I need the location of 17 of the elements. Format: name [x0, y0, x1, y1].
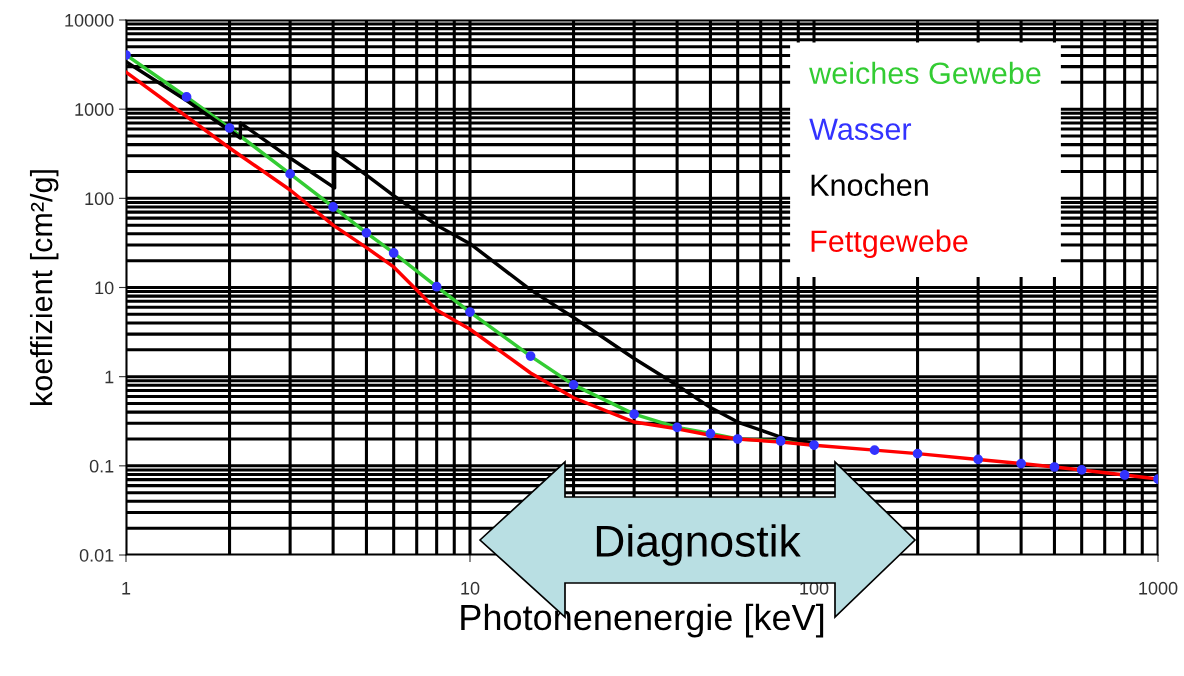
- text: Fettgewebe: [811, 229, 968, 259]
- y-tick-label: 1: [105, 370, 114, 384]
- y-tick-label: 1000: [75, 103, 114, 116]
- y-tick-label: 10: [95, 281, 114, 295]
- x-tick-label: 10: [461, 581, 480, 595]
- x-tick-label: 1000: [1139, 581, 1178, 595]
- y-tick-label: 100: [85, 192, 114, 206]
- text: weiches Gewebe: [809, 61, 1041, 85]
- annotation: Diagnostik: [596, 524, 801, 566]
- x-axis-title: Photonenenergie [keV]: [461, 603, 824, 638]
- x-tick-label: 1: [122, 582, 131, 595]
- y-tick-label: 0.01: [79, 548, 114, 562]
- y-tick-label: 0.1: [89, 459, 114, 473]
- y-axis-title: koeffizient [cm²/g]: [29, 170, 59, 405]
- text: Wasser: [809, 118, 912, 141]
- y-tick-label: 10000: [65, 13, 114, 27]
- text: Knochen: [811, 173, 928, 197]
